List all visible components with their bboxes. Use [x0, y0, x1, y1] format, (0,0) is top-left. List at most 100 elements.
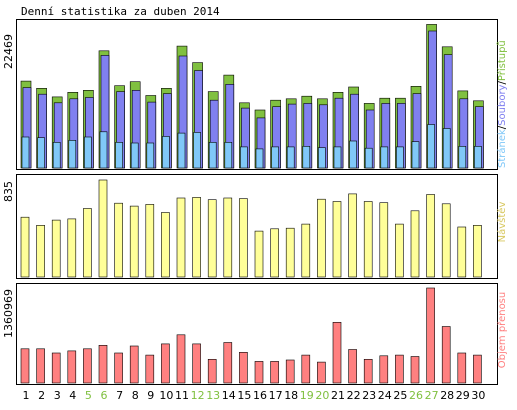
legend-sep-1: / — [497, 125, 508, 129]
day-label-3: 3 — [54, 389, 61, 402]
day-label-27: 27 — [425, 389, 439, 402]
hits-files-pages-bar-Stránek-15 — [240, 146, 248, 169]
day-label-20: 20 — [315, 389, 329, 402]
day-label-12: 12 — [191, 389, 205, 402]
visits-bar-Návštěv-22 — [348, 193, 357, 278]
panel-visits-frame — [16, 174, 498, 279]
day-labels: 1 2 3 4 5 6 7 8 9 10 11 12 13 14 15 16 17 18 19 20 21 22 23 24 2… — [23, 389, 486, 402]
visits-bar-Návštěv-12 — [192, 197, 201, 278]
visits-bar-Návštěv-17 — [270, 228, 279, 278]
day-label-6: 6 — [101, 389, 108, 402]
hits-files-pages-bar-Stránek-5 — [84, 136, 92, 169]
hits-files-pages-bar-Stránek-21 — [333, 146, 342, 169]
hits-max-label: 22469 — [2, 34, 15, 69]
visits-bar-Návštěv-30 — [473, 225, 482, 278]
hits-files-pages-bar-Stránek-22 — [349, 140, 357, 169]
day-label-18: 18 — [284, 389, 298, 402]
kbytes-bar-Objem-přenosu-28 — [441, 326, 451, 384]
day-label-26: 26 — [409, 389, 423, 402]
day-label-21: 21 — [331, 389, 345, 402]
kbytes-bar-Objem-přenosu-17 — [270, 361, 279, 384]
legend-hits: Přístupů — [496, 40, 508, 81]
day-label-4: 4 — [69, 389, 76, 402]
visits-bar-Návštěv-21 — [332, 201, 342, 278]
visits-bar-Návštěv-7 — [114, 202, 123, 278]
kbytes-bar-Objem-přenosu-27 — [426, 287, 435, 384]
kbytes-bar-Objem-přenosu-9 — [145, 354, 155, 384]
visits-bar-Návštěv-19 — [301, 223, 311, 278]
hits-files-pages-bar-Stránek-10 — [162, 136, 170, 169]
visits-bar-Návštěv-29 — [457, 226, 467, 278]
visits-bar-Návštěv-15 — [239, 198, 248, 278]
kbytes-bar-Objem-přenosu-22 — [348, 349, 357, 384]
hits-files-pages-bar-Stránek-20 — [318, 147, 326, 169]
hits-files-pages-bar-Stránek-23 — [364, 147, 373, 169]
kbytes-bar-Objem-přenosu-26 — [410, 356, 420, 384]
hits-files-pages-bar-Stránek-3 — [52, 142, 61, 169]
kbytes-bar-Objem-přenosu-19 — [301, 354, 311, 384]
visits-bar-Návštěv-8 — [129, 205, 139, 278]
kbytes-bar-Objem-přenosu-13 — [207, 358, 217, 384]
visits-bar-Návštěv-11 — [176, 197, 186, 278]
kbytes-bar-Objem-přenosu-6 — [98, 344, 108, 384]
day-label-28: 28 — [440, 389, 454, 402]
visits-bar-Návštěv-3 — [51, 219, 61, 278]
kbytes-legend: Objem přenosu — [496, 292, 508, 368]
visits-bar-Návštěv-14 — [223, 197, 233, 278]
hits-files-pages-bar-Stránek-8 — [130, 142, 139, 169]
legend-sep-2: / — [497, 81, 508, 85]
kbytes-bar-Objem-přenosu-24 — [379, 355, 389, 384]
hits-files-pages-bar-Stránek-27 — [427, 124, 435, 169]
kbytes-bar-Objem-přenosu-5 — [83, 348, 92, 384]
day-label-22: 22 — [347, 389, 361, 402]
day-label-10: 10 — [159, 389, 173, 402]
kbytes-bar-Objem-přenosu-20 — [317, 361, 326, 384]
day-label-14: 14 — [222, 389, 236, 402]
visits-bar-Návštěv-20 — [317, 198, 326, 278]
day-label-19: 19 — [300, 389, 314, 402]
visits-bar-Návštěv-1 — [20, 216, 30, 278]
hits-files-pages-bar-Stránek-9 — [146, 142, 155, 169]
hits-files-pages-bar-Stránek-17 — [271, 146, 279, 169]
visits-bar-Návštěv-5 — [83, 208, 92, 278]
legend-files: Soubory — [497, 84, 508, 125]
day-label-11: 11 — [175, 389, 189, 402]
visits-legend: Návštěv — [496, 202, 508, 243]
panel-hits-frame — [16, 19, 498, 170]
hits-files-pages-bar-Stránek-14 — [224, 142, 233, 169]
chart-bars — [20, 24, 484, 384]
visits-bar-Návštěv-23 — [363, 201, 373, 278]
day-label-30: 30 — [471, 389, 485, 402]
kbytes-bar-Objem-přenosu-25 — [395, 354, 404, 384]
kbytes-bar-Objem-přenosu-18 — [285, 359, 295, 384]
day-label-29: 29 — [456, 389, 470, 402]
kbytes-bar-Objem-přenosu-4 — [67, 350, 77, 384]
kbytes-bar-Objem-přenosu-29 — [457, 352, 467, 384]
kbytes-bar-Objem-přenosu-7 — [114, 352, 123, 384]
visits-bar-Návštěv-10 — [161, 212, 170, 278]
kbytes-bar-Objem-přenosu-30 — [473, 354, 482, 384]
hits-files-pages-bar-Stránek-4 — [68, 140, 77, 169]
visits-bar-Návštěv-2 — [36, 225, 45, 278]
hits-files-pages-bar-Stránek-28 — [442, 128, 451, 169]
visits-bar-Návštěv-25 — [395, 223, 404, 278]
day-label-5: 5 — [85, 389, 92, 402]
day-label-9: 9 — [147, 389, 154, 402]
hits-files-pages-bar-Stránek-19 — [302, 146, 311, 169]
visits-bar-Návštěv-28 — [441, 203, 451, 278]
panel-kbytes-frame — [16, 283, 498, 385]
kbytes-bar-Objem-přenosu-3 — [51, 352, 61, 384]
hits-files-pages-bar-Stránek-30 — [474, 146, 482, 169]
day-label-2: 2 — [38, 389, 45, 402]
day-label-17: 17 — [269, 389, 283, 402]
hits-files-pages-bar-Stránek-26 — [411, 141, 420, 169]
hits-files-pages-bar-Stránek-1 — [21, 136, 30, 169]
day-label-25: 25 — [393, 389, 407, 402]
kbytes-bar-Objem-přenosu-21 — [332, 321, 342, 384]
visits-bar-Návštěv-9 — [145, 204, 155, 278]
kbytes-bar-Objem-přenosu-14 — [223, 342, 233, 384]
visits-bar-Návštěv-27 — [426, 194, 435, 278]
